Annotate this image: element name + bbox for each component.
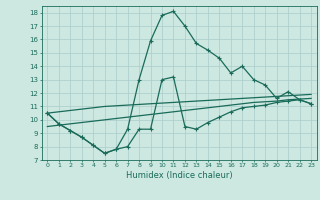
- X-axis label: Humidex (Indice chaleur): Humidex (Indice chaleur): [126, 171, 233, 180]
